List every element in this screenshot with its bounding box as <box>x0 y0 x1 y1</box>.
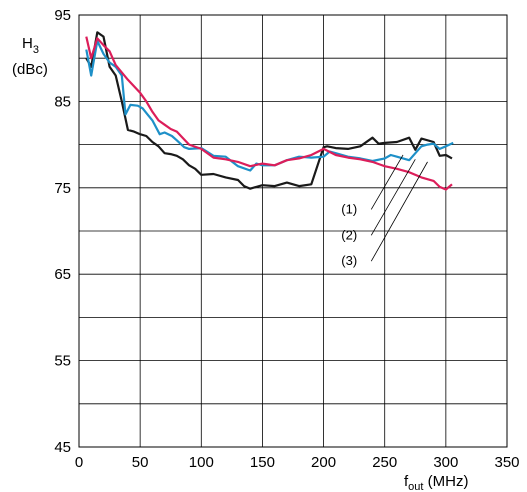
y-axis-title: H3 <box>22 35 39 56</box>
x-tick-label: 250 <box>372 454 397 471</box>
callout-leader-1 <box>370 154 404 210</box>
x-tick-label: 350 <box>494 454 519 471</box>
y-tick-label: 75 <box>54 180 71 197</box>
callouts: (1) (2) (3) <box>341 154 428 268</box>
x-tick-label: 50 <box>132 454 149 471</box>
series-line-2 <box>85 39 454 172</box>
x-axis-title: fout (MHz) <box>404 473 468 492</box>
x-tick-label: 0 <box>75 454 83 471</box>
x-tick-label: 100 <box>189 454 214 471</box>
grid <box>78 14 508 448</box>
series-lines <box>85 31 454 191</box>
y-tick-label: 85 <box>54 93 71 110</box>
callout-leader-2 <box>370 159 416 236</box>
y-axis-unit: (dBc) <box>12 61 48 78</box>
callout-label-1: (1) <box>341 201 357 216</box>
series-line-1 <box>85 31 453 190</box>
x-tick-label: 300 <box>433 454 458 471</box>
callout-label-3: (3) <box>341 253 357 268</box>
y-tick-label: 45 <box>54 439 71 456</box>
tick-labels: 0 50 100 150 200 250 300 350 45 55 65 75 85 95 <box>54 7 519 471</box>
callout-label-2: (2) <box>341 227 357 242</box>
y-tick-label: 55 <box>54 353 71 370</box>
x-tick-label: 200 <box>311 454 336 471</box>
callout-leader-3 <box>370 161 428 262</box>
x-tick-label: 150 <box>250 454 275 471</box>
y-tick-label: 95 <box>54 7 71 24</box>
y-tick-label: 65 <box>54 266 71 283</box>
series-line-3 <box>85 36 453 191</box>
